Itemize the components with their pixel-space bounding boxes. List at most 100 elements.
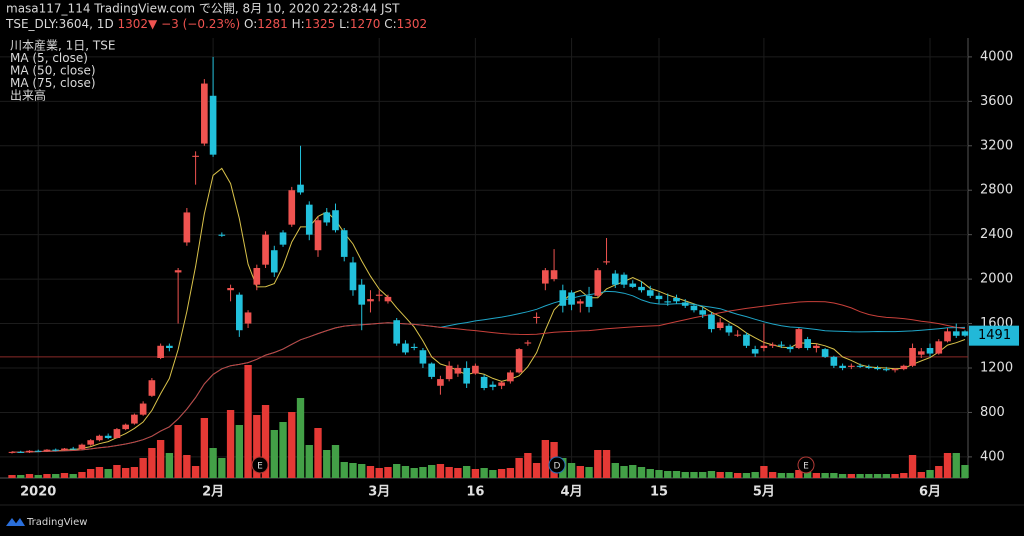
volume-bar xyxy=(349,463,357,478)
candle-body xyxy=(944,331,951,342)
event-marker xyxy=(251,456,269,474)
candle-body xyxy=(760,345,768,348)
candle-body xyxy=(26,450,33,453)
candle-body xyxy=(848,365,855,367)
candle-body xyxy=(489,384,497,387)
candle-body xyxy=(611,273,619,285)
volume-bar xyxy=(393,464,401,478)
volume-bar xyxy=(629,465,637,478)
volume-bar xyxy=(200,418,209,478)
volume-bar xyxy=(506,468,515,478)
volume-bar xyxy=(620,466,628,478)
event-marker xyxy=(548,456,566,474)
volume-bar xyxy=(943,453,952,478)
candle-body xyxy=(961,331,969,336)
x-tick-label: 6月 xyxy=(919,485,941,500)
volume-bar xyxy=(672,471,681,478)
candle-body xyxy=(900,365,908,370)
volume-bar xyxy=(121,468,130,478)
event-label: E xyxy=(257,462,263,472)
candle-body xyxy=(297,184,304,193)
candle-body xyxy=(874,368,881,370)
candle-body xyxy=(909,348,916,366)
candle-body xyxy=(515,349,523,373)
candle-body xyxy=(78,444,86,450)
volume-bar xyxy=(296,398,305,478)
volume-bar xyxy=(865,474,873,478)
volume-bar xyxy=(821,473,829,478)
last-price-label: 1491 xyxy=(978,328,1011,343)
ohlc-value: 1281 xyxy=(257,17,288,31)
volume-bar xyxy=(926,470,934,478)
y-tick-label: 2400 xyxy=(980,227,1013,242)
candle-body xyxy=(743,334,750,346)
volume-bar xyxy=(375,468,383,478)
volume-bar xyxy=(917,472,925,478)
volume-bar xyxy=(384,467,392,478)
volume-bar xyxy=(25,474,34,478)
candle-body xyxy=(629,283,637,287)
volume-bar xyxy=(681,472,689,478)
x-tick-label: 16 xyxy=(466,485,484,500)
volume-bar xyxy=(690,472,698,478)
volume-bar xyxy=(524,453,532,478)
volume-bar xyxy=(130,467,139,478)
x-tick-label: 5月 xyxy=(753,485,775,500)
last-price-box xyxy=(969,325,1019,346)
volume-bar xyxy=(594,450,602,478)
change: 1302▼ −3 (−0.23%) xyxy=(118,17,241,31)
candle-body xyxy=(620,274,628,285)
candle-body xyxy=(690,305,698,311)
ohlc-key: L: xyxy=(339,17,350,31)
candle-body xyxy=(166,345,173,348)
volume-bar xyxy=(87,469,95,478)
volume-bar xyxy=(541,440,550,478)
volume-bar xyxy=(751,472,759,478)
volume-bar xyxy=(795,470,803,478)
candle-body xyxy=(410,346,418,348)
candle-body xyxy=(393,320,401,344)
y-tick-label: 2000 xyxy=(980,272,1013,287)
volume-bar xyxy=(419,467,427,478)
volume-bar xyxy=(760,466,768,478)
x-tick-label: 2020 xyxy=(20,485,56,500)
volume-bar xyxy=(742,473,751,478)
candle-body xyxy=(340,230,348,257)
candle-body xyxy=(87,440,95,445)
volume-bar xyxy=(646,469,654,478)
volume-bar xyxy=(664,471,672,478)
candle-body xyxy=(157,345,164,358)
candle-body xyxy=(183,212,191,243)
volume-bar xyxy=(358,464,366,478)
candle-body xyxy=(708,314,715,330)
candle-body xyxy=(935,341,943,354)
volume-bar xyxy=(812,473,821,478)
candle-body xyxy=(402,343,409,353)
candle-body xyxy=(463,368,470,384)
volume-bar xyxy=(856,474,864,478)
volume-bar xyxy=(532,463,541,478)
candle-body xyxy=(34,450,42,452)
candle-body xyxy=(830,356,838,366)
ohlc-key: C: xyxy=(384,17,396,31)
volume-bar xyxy=(235,425,243,478)
candle-body xyxy=(594,270,602,296)
volume-bar xyxy=(454,468,462,478)
candle-body xyxy=(952,331,960,336)
volume-bar xyxy=(567,463,576,478)
candle-body xyxy=(480,376,488,388)
legend-entry: MA (75, close) xyxy=(10,76,96,90)
volume-bar xyxy=(323,450,331,478)
candle-body xyxy=(559,290,567,306)
legend-title: 川本産業, 1日, TSE xyxy=(10,38,115,53)
volume-bar xyxy=(226,410,235,478)
volume-bar xyxy=(768,472,777,478)
volume-bar xyxy=(961,465,969,478)
candle-body xyxy=(437,379,444,386)
candle-body xyxy=(61,448,68,451)
candle-body xyxy=(201,83,208,144)
candle-body xyxy=(288,190,296,225)
volume-bar xyxy=(139,458,147,478)
volume-bar xyxy=(436,464,445,478)
candle-body xyxy=(367,299,374,302)
